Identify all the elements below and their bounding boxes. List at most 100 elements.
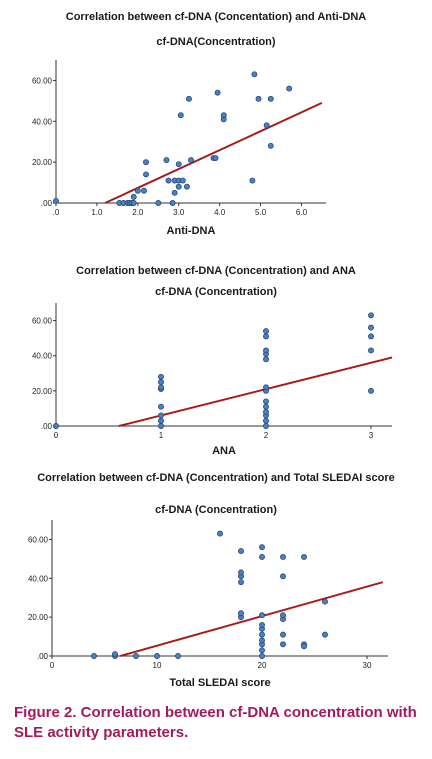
- data-point: [280, 553, 286, 560]
- chart-3-xlabel: Total SLEDAI score: [169, 677, 271, 689]
- chart-2-title: Correlation between cf-DNA (Concentratio…: [76, 265, 356, 277]
- y-tick-label: 60.00: [32, 317, 53, 326]
- data-point: [212, 155, 219, 162]
- chart-1-title: Correlation between cf-DNA (Concentation…: [65, 11, 367, 23]
- x-tick-label: 0: [54, 431, 59, 440]
- y-tick-label: .00: [41, 422, 53, 431]
- x-tick-label: 2.0: [132, 208, 144, 217]
- data-point: [280, 573, 286, 580]
- y-tick-label: 40.00: [28, 574, 49, 583]
- data-point: [259, 612, 265, 619]
- y-tick-label: 20.00: [28, 613, 49, 622]
- data-point: [53, 423, 59, 429]
- data-point: [368, 387, 374, 394]
- data-point: [259, 631, 265, 638]
- data-point: [263, 384, 269, 391]
- data-point: [175, 161, 182, 168]
- x-tick-label: 0: [50, 661, 55, 670]
- data-point: [280, 612, 286, 619]
- data-point: [188, 157, 194, 164]
- data-point: [130, 193, 137, 200]
- fit-line: [118, 356, 393, 427]
- data-point: [214, 89, 221, 96]
- data-point: [238, 579, 244, 586]
- data-point: [249, 177, 256, 184]
- data-point: [171, 189, 178, 196]
- data-point: [267, 95, 274, 102]
- data-point: [133, 653, 139, 659]
- y-tick-label: .00: [37, 652, 49, 661]
- data-point: [238, 610, 244, 617]
- data-point: [368, 347, 374, 354]
- data-point: [267, 142, 274, 149]
- x-tick-label: 20: [258, 661, 267, 670]
- x-tick-label: 10: [153, 661, 162, 670]
- chart-3-ylabel: cf-DNA (Concentration): [155, 504, 277, 516]
- data-point: [255, 95, 262, 102]
- data-point: [53, 198, 59, 204]
- chart-1-ylabel: cf-DNA(Concentration): [156, 36, 276, 48]
- fit-line: [104, 101, 323, 204]
- y-tick-label: 60.00: [28, 535, 49, 544]
- data-point: [322, 598, 328, 605]
- x-tick-label: .0: [53, 208, 60, 217]
- y-tick-label: 20.00: [32, 158, 53, 167]
- data-point: [322, 631, 328, 638]
- figure-caption: Figure 2. Correlation between cf-DNA con…: [14, 704, 417, 741]
- data-point: [130, 200, 137, 206]
- data-point: [238, 569, 244, 576]
- data-point: [169, 200, 176, 206]
- data-point: [368, 312, 374, 319]
- chart-2-ylabel: cf-DNA (Concentration): [155, 286, 277, 298]
- data-point: [141, 187, 147, 194]
- data-point: [259, 637, 265, 644]
- x-tick-label: 6.0: [296, 208, 308, 217]
- data-point: [183, 183, 190, 190]
- data-point: [158, 412, 164, 419]
- data-point: [368, 324, 374, 331]
- data-point: [220, 112, 227, 119]
- y-tick-label: 40.00: [32, 117, 53, 126]
- data-point: [91, 653, 97, 659]
- data-point: [154, 653, 160, 659]
- x-tick-label: 3: [369, 431, 374, 440]
- data-point: [259, 621, 265, 628]
- y-tick-label: 40.00: [32, 352, 53, 361]
- fit-line: [119, 581, 384, 657]
- data-point: [263, 328, 269, 335]
- data-point: [155, 200, 162, 206]
- x-tick-label: 30: [363, 661, 372, 670]
- data-point: [112, 651, 118, 658]
- data-point: [165, 177, 172, 184]
- data-point: [217, 530, 223, 537]
- data-point: [259, 647, 265, 654]
- data-point: [163, 157, 170, 164]
- data-point: [175, 183, 182, 190]
- data-point: [179, 177, 186, 184]
- data-point: [143, 159, 149, 166]
- x-tick-label: 3.0: [173, 208, 185, 217]
- chart-3-title: Correlation between cf-DNA (Concentratio…: [37, 472, 395, 484]
- data-point: [134, 187, 141, 194]
- data-point: [301, 553, 307, 560]
- data-point: [280, 631, 286, 638]
- y-tick-label: .00: [41, 199, 53, 208]
- data-point: [368, 333, 374, 340]
- data-point: [259, 553, 265, 560]
- x-tick-label: 2: [264, 431, 269, 440]
- x-tick-label: 1: [159, 431, 164, 440]
- x-tick-label: 1.0: [91, 208, 103, 217]
- data-point: [280, 641, 286, 648]
- y-tick-label: 20.00: [32, 387, 53, 396]
- data-point: [186, 95, 192, 102]
- y-tick-label: 60.00: [32, 76, 53, 85]
- data-point: [259, 653, 265, 659]
- data-point: [238, 548, 244, 555]
- chart-1-xlabel: Anti-DNA: [166, 225, 216, 237]
- data-point: [263, 398, 269, 405]
- data-point: [177, 112, 184, 119]
- data-point: [263, 347, 269, 354]
- x-tick-label: 5.0: [255, 208, 267, 217]
